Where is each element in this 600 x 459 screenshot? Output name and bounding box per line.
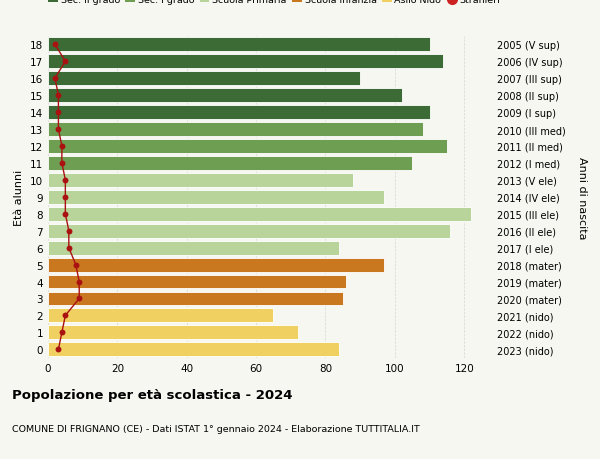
- Bar: [48, 55, 443, 69]
- Text: Popolazione per età scolastica - 2024: Popolazione per età scolastica - 2024: [12, 388, 293, 401]
- Point: [53, 109, 63, 117]
- Legend: Sec. II grado, Sec. I grado, Scuola Primaria, Scuola Infanzia, Asilo Nido, Stran: Sec. II grado, Sec. I grado, Scuola Prim…: [48, 0, 500, 6]
- Point: [57, 143, 67, 150]
- Bar: [48, 72, 360, 86]
- Bar: [48, 241, 340, 255]
- Point: [74, 295, 84, 302]
- Bar: [48, 342, 340, 357]
- Point: [61, 312, 70, 319]
- Point: [53, 346, 63, 353]
- Bar: [48, 123, 422, 137]
- Bar: [48, 106, 430, 120]
- Y-axis label: Età alunni: Età alunni: [14, 169, 25, 225]
- Point: [71, 261, 80, 269]
- Point: [61, 194, 70, 201]
- Bar: [48, 224, 451, 238]
- Bar: [48, 275, 346, 289]
- Bar: [48, 174, 353, 187]
- Text: COMUNE DI FRIGNANO (CE) - Dati ISTAT 1° gennaio 2024 - Elaborazione TUTTITALIA.I: COMUNE DI FRIGNANO (CE) - Dati ISTAT 1° …: [12, 425, 420, 434]
- Point: [53, 126, 63, 134]
- Bar: [48, 258, 385, 272]
- Point: [61, 58, 70, 66]
- Bar: [48, 140, 447, 154]
- Bar: [48, 38, 430, 52]
- Point: [61, 177, 70, 184]
- Point: [64, 245, 74, 252]
- Point: [61, 211, 70, 218]
- Bar: [48, 292, 343, 306]
- Point: [50, 41, 60, 49]
- Bar: [48, 309, 274, 323]
- Point: [50, 75, 60, 83]
- Bar: [48, 89, 402, 103]
- Point: [64, 228, 74, 235]
- Y-axis label: Anni di nascita: Anni di nascita: [577, 156, 587, 239]
- Bar: [48, 207, 471, 221]
- Bar: [48, 326, 298, 340]
- Point: [57, 329, 67, 336]
- Bar: [48, 190, 385, 204]
- Point: [53, 92, 63, 100]
- Bar: [48, 157, 412, 170]
- Point: [57, 160, 67, 167]
- Point: [74, 278, 84, 285]
